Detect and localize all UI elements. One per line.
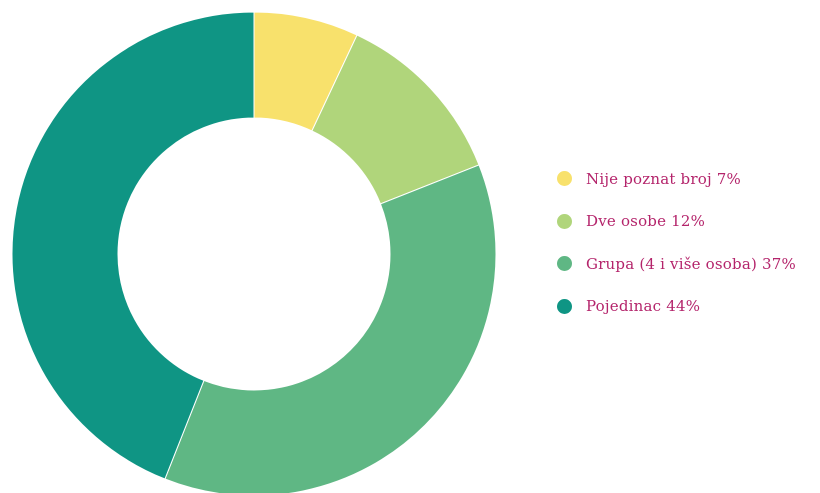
legend-swatch-dve-osobe — [557, 213, 572, 229]
donut-chart — [11, 11, 497, 493]
legend-label-dve-osobe: Dve osobe 12% — [586, 212, 706, 230]
donut-slice-pojedinac — [11, 11, 255, 480]
legend-item-pojedinac: Pojedinac 44% — [557, 294, 796, 319]
legend-label-pojedinac: Pojedinac 44% — [586, 297, 701, 315]
legend-label-grupa: Grupa (4 i više osoba) 37% — [586, 254, 796, 273]
legend-item-nije-poznat-broj: Nije poznat broj 7% — [557, 166, 796, 191]
legend-swatch-nije-poznat-broj — [557, 171, 572, 186]
legend-item-grupa: Grupa (4 i više osoba) 37% — [557, 251, 796, 276]
legend-swatch-grupa — [557, 256, 572, 271]
donut-slice-grupa-4-i-vi-e-osoba — [164, 164, 497, 493]
chart-legend: Nije poznat broj 7% Dve osobe 12% Grupa … — [557, 166, 796, 336]
legend-swatch-pojedinac — [557, 298, 572, 314]
legend-item-dve-osobe: Dve osobe 12% — [557, 209, 796, 234]
legend-label-nije-poznat-broj: Nije poznat broj 7% — [586, 169, 741, 188]
